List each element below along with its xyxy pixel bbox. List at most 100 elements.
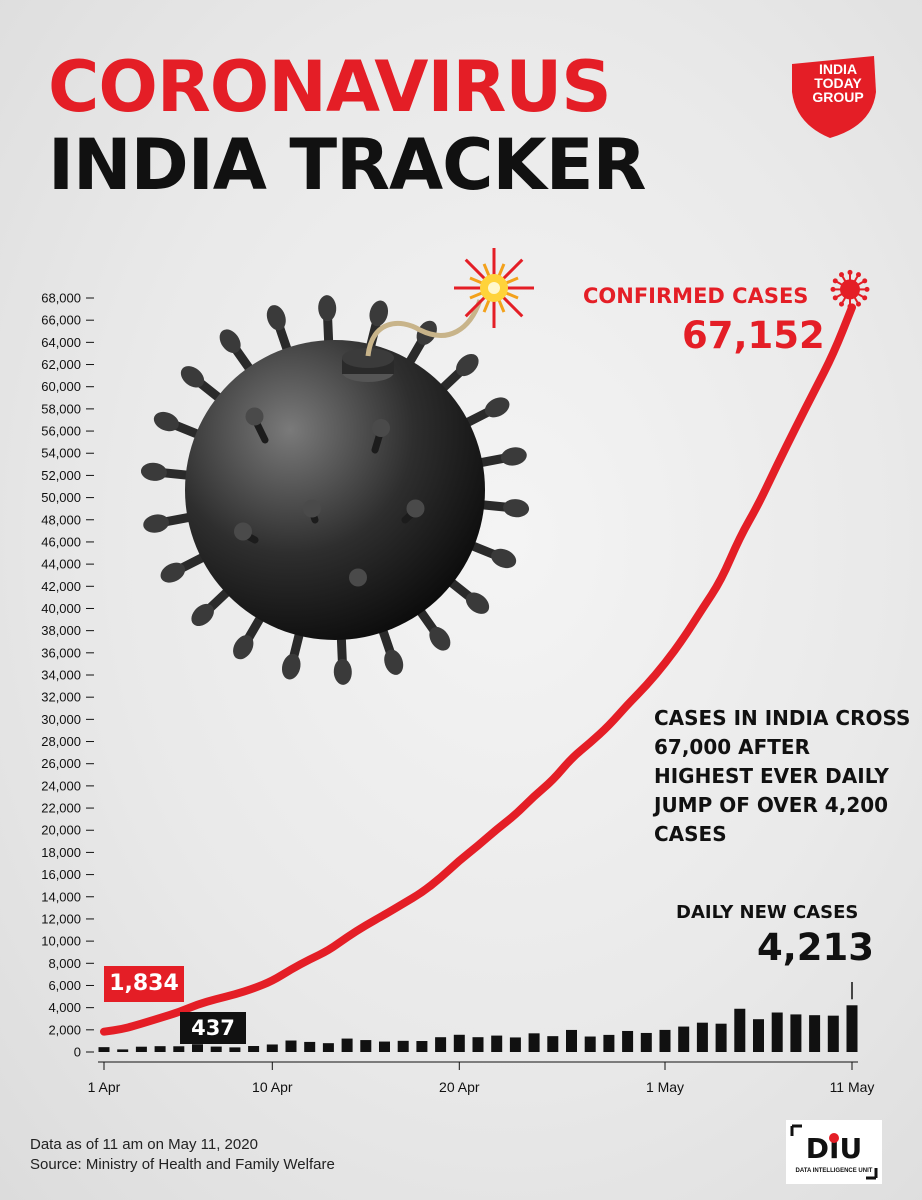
- y-tick-label: 6,000: [48, 978, 81, 993]
- y-tick-label: 8,000: [48, 956, 81, 971]
- virus-illustration-spike-head: [503, 499, 530, 518]
- y-tick-label: 28,000: [41, 734, 81, 749]
- y-tick-label: 64,000: [41, 335, 81, 350]
- y-tick-label: 52,000: [41, 468, 81, 483]
- daily-bar: [809, 1015, 821, 1052]
- daily-bar: [248, 1046, 260, 1052]
- y-tick-label: 30,000: [41, 712, 81, 727]
- y-tick-label: 36,000: [41, 645, 81, 660]
- daily-bar: [135, 1046, 147, 1052]
- daily-bar: [285, 1040, 297, 1052]
- x-tick-label: 10 Apr: [252, 1079, 293, 1095]
- daily-bar: [453, 1034, 465, 1052]
- y-tick-label: 34,000: [41, 668, 81, 683]
- daily-new-cases-value: 4,213: [757, 926, 875, 969]
- daily-bar: [734, 1008, 746, 1052]
- y-tick-label: 4,000: [48, 1000, 81, 1015]
- daily-bar: [192, 1044, 203, 1052]
- virus-illustration-spike-head: [500, 447, 527, 466]
- daily-bar: [846, 1005, 858, 1052]
- daily-bar: [304, 1041, 316, 1052]
- daily-bar: [584, 1036, 596, 1052]
- daily-bar: [528, 1033, 540, 1052]
- virus-illustration-spike-head: [219, 329, 241, 354]
- y-tick-label: 68,000: [41, 291, 81, 306]
- india-today-group-logo: [792, 56, 876, 138]
- y-tick-label: 46,000: [41, 534, 81, 549]
- virus-illustration-spike-head: [143, 514, 170, 533]
- virus-illustration-body: [185, 340, 485, 640]
- y-tick-label: 50,000: [41, 490, 81, 505]
- virus-spike-tip: [847, 269, 853, 275]
- y-tick-label: 54,000: [41, 446, 81, 461]
- x-tick-label: 1 May: [646, 1079, 684, 1095]
- y-tick-label: 24,000: [41, 778, 81, 793]
- y-tick-label: 20,000: [41, 823, 81, 838]
- daily-bar: [341, 1038, 353, 1052]
- y-tick-label: 66,000: [41, 313, 81, 328]
- bomb-neck-cap: [342, 348, 394, 368]
- confirmed-cases-title: CONFIRMED CASES: [583, 284, 809, 308]
- daily-bar: [603, 1034, 615, 1052]
- daily-bar: [509, 1037, 521, 1052]
- virus-illustration-bump-head: [372, 419, 390, 437]
- y-tick-label: 56,000: [41, 424, 81, 439]
- virus-illustration-spike-head: [491, 548, 517, 569]
- virus-illustration-spike-head: [140, 462, 167, 481]
- y-tick-label: 62,000: [41, 357, 81, 372]
- daily-bar: [173, 1046, 185, 1052]
- daily-bar: [622, 1030, 634, 1052]
- daily-bar: [753, 1019, 764, 1052]
- bomb-fuse: [365, 299, 483, 357]
- diu-logo: DIU DATA INTELLIGENCE UNIT: [786, 1120, 882, 1184]
- y-tick-label: 22,000: [41, 801, 81, 816]
- daily-bar: [771, 1012, 783, 1052]
- virus-spike-tip: [856, 301, 861, 307]
- y-tick-label: 44,000: [41, 557, 81, 572]
- y-tick-label: 16,000: [41, 867, 81, 882]
- daily-bar: [435, 1037, 447, 1052]
- virus-illustration-spike-head: [160, 562, 186, 583]
- daily-bar: [472, 1037, 484, 1052]
- coronavirus-bomb-icon: [140, 248, 534, 685]
- y-tick-label: 18,000: [41, 845, 81, 860]
- daily-bar: [154, 1046, 166, 1052]
- daily-bar: [678, 1026, 690, 1052]
- y-tick-label: 12,000: [41, 911, 81, 926]
- virus-illustration-spike-head: [333, 658, 352, 685]
- source-note: Source: Ministry of Health and Family We…: [30, 1156, 335, 1173]
- virus-illustration-spike-head: [180, 366, 205, 388]
- daily-bar: [696, 1022, 708, 1052]
- virus-spike-tip: [847, 303, 853, 309]
- confirmed-cases-line: [100, 303, 856, 1036]
- virus-illustration-bump-head: [303, 499, 321, 518]
- virus-illustration-spike-head: [318, 295, 337, 322]
- virus-illustration-bump-head: [234, 522, 252, 541]
- x-tick-label: 20 Apr: [439, 1079, 480, 1095]
- y-tick-label: 48,000: [41, 512, 81, 527]
- virus-spike-tip: [832, 278, 838, 284]
- x-tick-label: 11 May: [830, 1079, 875, 1095]
- start-daily-label: 437: [180, 1012, 246, 1044]
- virus-illustration-spike-head: [266, 305, 286, 331]
- virus-spike-tip: [856, 272, 861, 278]
- y-tick-label: 38,000: [41, 623, 81, 638]
- logo-text-line-2: TODAY: [814, 75, 862, 91]
- virus-illustration-spike-head: [233, 635, 254, 660]
- virus-spike-tip: [862, 278, 868, 284]
- daily-bar: [379, 1041, 390, 1052]
- virus-illustration-spike-head: [456, 353, 479, 377]
- daily-bar: [229, 1047, 241, 1052]
- daily-bar: [659, 1029, 671, 1052]
- virus-illustration-bump-head: [349, 568, 367, 587]
- virus-spike-tip: [832, 295, 838, 301]
- logo-text-line-3: GROUP: [812, 89, 864, 105]
- diu-logo-subtitle: DATA INTELLIGENCE UNIT: [796, 1168, 873, 1174]
- daily-bar: [566, 1029, 577, 1052]
- daily-bar: [117, 1049, 129, 1052]
- y-tick-label: 60,000: [41, 379, 81, 394]
- virus-illustration-spike-head: [429, 626, 451, 651]
- y-tick-label: 26,000: [41, 756, 81, 771]
- virus-spike-tip: [864, 286, 870, 292]
- logo-text-line-1: INDIA: [818, 61, 858, 77]
